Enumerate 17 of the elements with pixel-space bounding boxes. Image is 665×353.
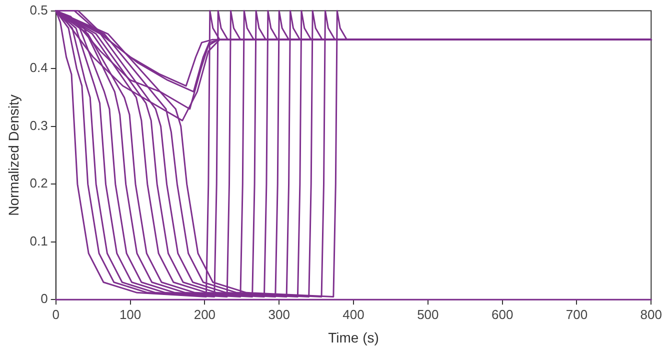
x-tick-label: 600 (491, 306, 514, 322)
x-tick-label: 500 (417, 306, 439, 322)
x-tick-label: 400 (342, 306, 364, 322)
y-tick-label: 0.1 (30, 233, 48, 248)
x-tick-label: 300 (268, 306, 290, 322)
y-tick-label: 0.4 (30, 60, 48, 76)
x-tick-label: 800 (640, 306, 662, 322)
x-tick-label: 700 (566, 306, 588, 322)
x-tick-label: 100 (119, 306, 142, 322)
y-axis-title: Normalized Density (5, 94, 22, 216)
y-tick-label: 0.2 (30, 176, 48, 191)
y-tick-label: 0.5 (30, 2, 48, 18)
x-axis-title: Time (s) (328, 329, 379, 346)
y-tick-label: 0.3 (30, 118, 48, 133)
x-tick-label: 0 (52, 306, 60, 322)
x-tick-label: 200 (194, 306, 216, 322)
y-tick-label: 0 (40, 291, 48, 306)
